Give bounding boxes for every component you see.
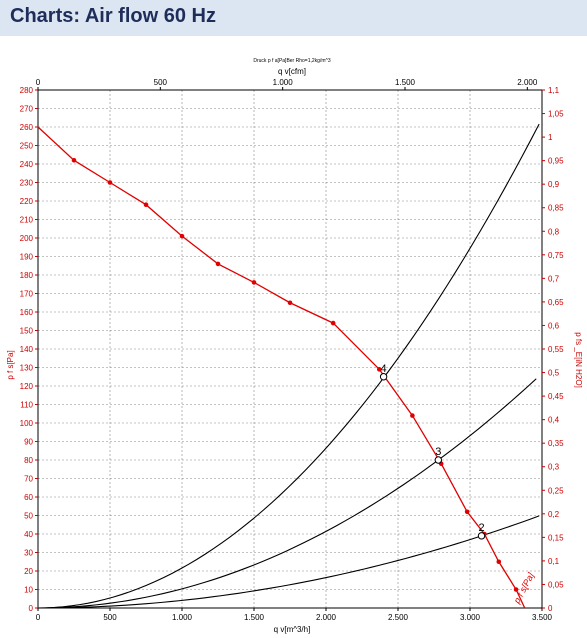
left-axis-tick-label: 20 xyxy=(24,567,33,576)
top-axis-tick-label: 1.000 xyxy=(273,78,294,87)
fan-curve-marker xyxy=(287,300,293,306)
chart-grid xyxy=(38,90,542,608)
operating-point-label-3: 3 xyxy=(435,446,441,458)
right-axis-tick-label: 0,55 xyxy=(548,345,564,354)
top-axis-tick-label: 500 xyxy=(154,78,168,87)
left-axis-tick-label: 220 xyxy=(20,197,34,206)
operating-point-2 xyxy=(477,532,486,540)
left-axis-tick-label: 160 xyxy=(20,308,34,317)
right-axis-tick-label: 0,45 xyxy=(548,392,564,401)
right-axis-tick-label: 0,65 xyxy=(548,298,564,307)
left-axis-tick-label: 280 xyxy=(20,86,34,95)
left-axis-tick-label: 250 xyxy=(20,142,34,151)
left-axis-tick-label: 110 xyxy=(20,401,33,410)
operating-point-3 xyxy=(434,456,443,464)
fan-curve-marker xyxy=(179,233,185,239)
bottom-axis-tick-label: 3.000 xyxy=(460,613,481,622)
fan-curve-marker xyxy=(376,367,382,372)
left-axis-tick-label: 120 xyxy=(20,382,34,391)
fan-curve-marker xyxy=(496,559,502,565)
right-axis-tick-label: 0,8 xyxy=(548,227,560,236)
left-axis-tick-label: 80 xyxy=(24,456,33,465)
right-axis-tick-label: 0,2 xyxy=(548,510,560,519)
left-axis-tick-label: 230 xyxy=(20,179,34,188)
right-axis-tick-label: 0,7 xyxy=(548,274,560,283)
fan-curve-marker xyxy=(143,202,149,207)
left-axis-tick-label: 100 xyxy=(20,419,34,428)
right-axis-tick-label: 1 xyxy=(548,133,553,142)
left-axis-tick-label: 50 xyxy=(24,512,33,521)
left-axis-tick-label: 40 xyxy=(24,530,33,539)
system-curve-4 xyxy=(37,123,540,609)
air-flow-chart: 0102030405060708090100110120130140150160… xyxy=(6,58,583,634)
left-axis-tick-label: 270 xyxy=(20,105,34,114)
chart-labels: 0102030405060708090100110120130140150160… xyxy=(20,78,564,622)
left-axis-tick-label: 10 xyxy=(24,586,33,595)
fan-curve-marker xyxy=(513,587,519,592)
right-axis-tick-label: 0,05 xyxy=(548,580,564,589)
left-axis-tick-label: 260 xyxy=(20,123,34,132)
bottom-axis-tick-label: 1.500 xyxy=(244,613,265,622)
right-axis-tick-label: 0,5 xyxy=(548,369,560,378)
right-axis-tick-label: 1,1 xyxy=(548,86,560,95)
fan-curve-marker xyxy=(215,261,221,267)
fan-curve-marker xyxy=(410,413,415,418)
header-bar: Charts: Air flow 60 Hz xyxy=(0,0,587,36)
right-axis-tick-label: 0 xyxy=(548,604,553,613)
right-axis-label: p fs _E[iN H2O] xyxy=(574,332,583,388)
fan-curve-marker xyxy=(464,509,470,515)
bottom-axis-label: q v[m^3/h] xyxy=(274,625,311,634)
top-axis-label: q v[cfm] xyxy=(278,67,306,76)
fan-curve-marker xyxy=(71,158,77,163)
bottom-axis-tick-label: 0 xyxy=(36,613,41,622)
left-axis-tick-label: 170 xyxy=(20,290,34,299)
chart-axes xyxy=(35,87,545,611)
left-axis-tick-label: 240 xyxy=(20,160,34,169)
bottom-axis-tick-label: 2.000 xyxy=(316,613,337,622)
left-axis-tick-label: 180 xyxy=(20,271,34,280)
left-axis-tick-label: 140 xyxy=(20,345,34,354)
fan-curve-marker xyxy=(251,280,257,285)
right-axis-tick-label: 0,9 xyxy=(548,180,560,189)
left-axis-tick-label: 90 xyxy=(24,438,33,447)
top-axis-tick-label: 1.500 xyxy=(395,78,416,87)
chart-caption: Druck p f a[Pa]Ber Rho=1,2kg/m^3 xyxy=(253,58,330,64)
right-axis-tick-label: 0,4 xyxy=(548,416,560,425)
operating-point-label-4: 4 xyxy=(381,363,387,375)
page-title: Charts: Air flow 60 Hz xyxy=(10,5,216,27)
bottom-axis-tick-label: 3.500 xyxy=(532,613,553,622)
right-axis-tick-label: 0,3 xyxy=(548,463,560,472)
left-axis-tick-label: 190 xyxy=(20,253,34,262)
right-axis-tick-label: 0,85 xyxy=(548,204,564,213)
fan-curve-marker xyxy=(330,320,336,326)
top-axis-tick-label: 2.000 xyxy=(517,78,538,87)
left-axis-tick-label: 200 xyxy=(20,234,34,243)
right-axis-tick-label: 1,05 xyxy=(548,110,564,119)
top-axis-tick-label: 0 xyxy=(36,78,41,87)
left-axis-tick-label: 0 xyxy=(29,604,34,613)
left-axis-label: p f s[Pa] xyxy=(6,350,15,379)
fan-curve-marker xyxy=(107,180,113,185)
bottom-axis-tick-label: 500 xyxy=(103,613,117,622)
right-axis-tick-label: 0,95 xyxy=(548,157,564,166)
chart-curves xyxy=(37,123,540,609)
right-axis-tick-label: 0,15 xyxy=(548,533,564,542)
right-axis-tick-label: 0,35 xyxy=(548,439,564,448)
bottom-axis-tick-label: 2.500 xyxy=(388,613,409,622)
operating-point-4 xyxy=(379,373,388,381)
right-axis-tick-label: 0,25 xyxy=(548,486,564,495)
right-axis-tick-label: 0,75 xyxy=(548,251,564,260)
left-axis-tick-label: 70 xyxy=(24,475,33,484)
right-axis-tick-label: 0,6 xyxy=(548,321,560,330)
system-curve-2 xyxy=(37,515,540,609)
left-axis-tick-label: 150 xyxy=(20,327,34,336)
left-axis-tick-label: 210 xyxy=(20,216,34,225)
right-axis-tick-label: 0,1 xyxy=(548,557,560,566)
operating-point-label-2: 2 xyxy=(478,522,484,534)
left-axis-tick-label: 130 xyxy=(20,364,34,373)
system-curve-3 xyxy=(37,378,537,609)
left-axis-tick-label: 30 xyxy=(24,549,33,558)
bottom-axis-tick-label: 1.000 xyxy=(172,613,193,622)
left-axis-tick-label: 60 xyxy=(24,493,33,502)
